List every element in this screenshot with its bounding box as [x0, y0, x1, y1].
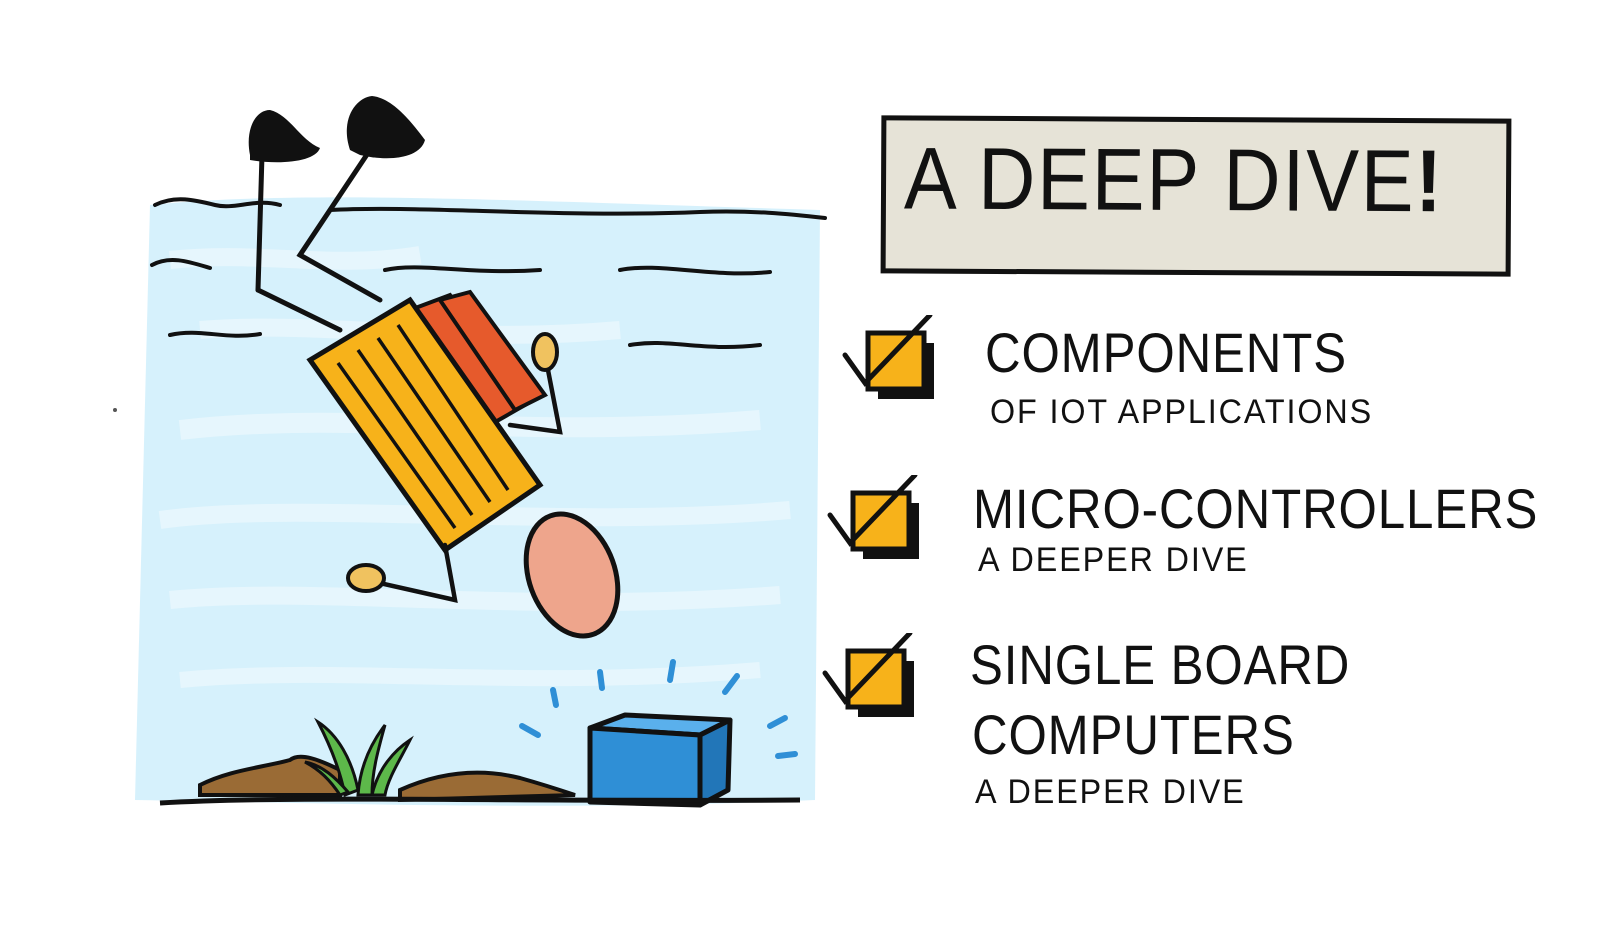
arms-icon	[372, 367, 563, 603]
item-title-line2: COMPUTERS	[972, 703, 1295, 766]
hand-right-icon	[531, 332, 559, 372]
checklist: COMPONENTS OF IOT APPLICATIONS MICRO-CON…	[822, 315, 1595, 855]
item-subtitle: OF IOT APPLICATIONS	[990, 393, 1374, 431]
grass-icon	[304, 717, 414, 798]
speck-icon	[113, 408, 117, 412]
item-title: MICRO-CONTROLLERS	[973, 477, 1539, 540]
item-subtitle: A DEEPER DIVE	[978, 541, 1249, 579]
item-title-line1: SINGLE BOARD	[970, 633, 1351, 696]
checked-box-icon	[822, 633, 914, 717]
feet-icon	[248, 96, 425, 163]
splash-marks-icon	[519, 659, 798, 759]
exclamation-mark: !	[1415, 131, 1444, 231]
ground-icon	[159, 754, 801, 806]
red-book-icon	[406, 289, 549, 428]
legs-icon	[255, 147, 383, 333]
blue-box-icon	[587, 712, 733, 808]
checked-box-icon	[827, 475, 919, 559]
item-title: COMPONENTS	[985, 321, 1347, 384]
item-subtitle: A DEEPER DIVE	[975, 773, 1246, 811]
checked-box-icon	[842, 315, 934, 399]
title-box: A DEEP DIVE!	[880, 115, 1512, 277]
book-body-icon	[306, 296, 544, 554]
head-icon	[523, 511, 621, 639]
title: A DEEP DIVE!	[904, 128, 1444, 230]
hand-left-icon	[346, 563, 386, 593]
title-text: A DEEP DIVE	[903, 128, 1416, 231]
